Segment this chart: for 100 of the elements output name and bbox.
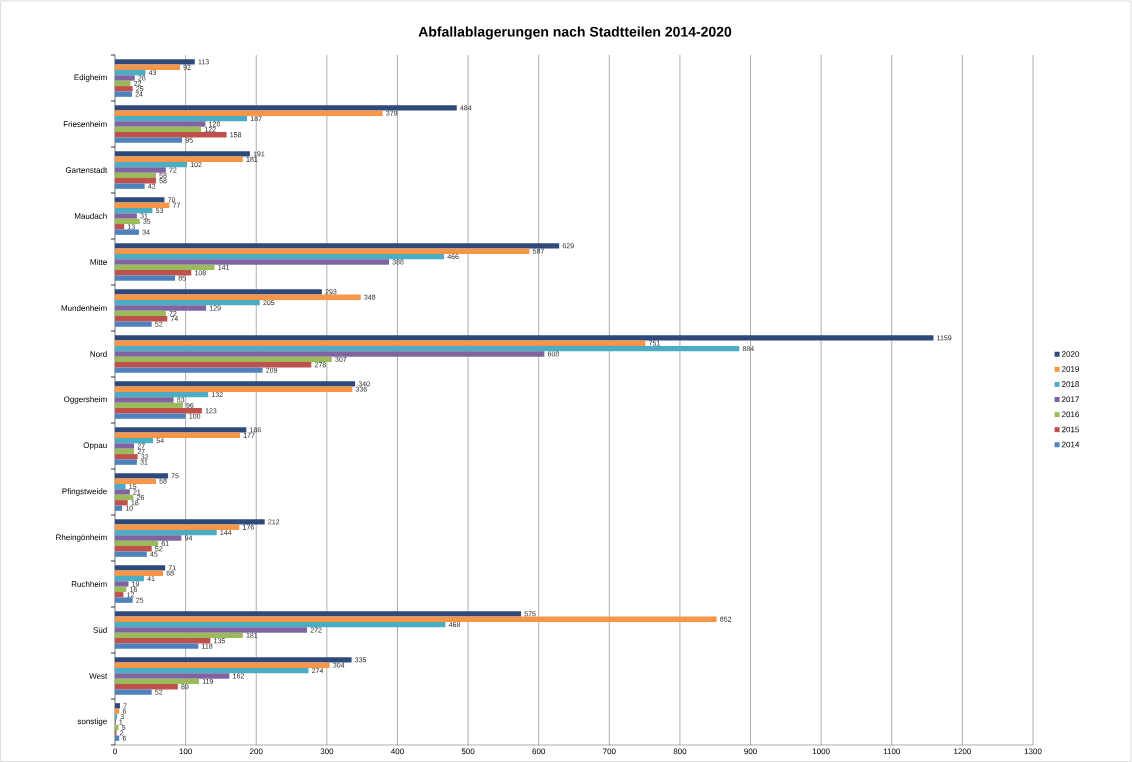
bar: [115, 270, 192, 276]
bar: [115, 454, 138, 460]
bar: [115, 703, 120, 709]
bar: [115, 110, 383, 116]
bar: [115, 684, 178, 690]
y-tick-label: Oggersheim: [64, 396, 107, 404]
bar: [115, 546, 152, 552]
x-tick-label: 300: [320, 748, 334, 755]
bar: [115, 473, 168, 479]
bar: [115, 86, 133, 92]
bar: [115, 448, 135, 455]
legend-label: 2018: [1061, 381, 1080, 388]
y-tick-label: Edigheim: [74, 74, 107, 82]
bar: [115, 161, 188, 168]
bar: [115, 91, 132, 97]
y-tick-label: Mitte: [90, 259, 107, 265]
x-tick-label: 1100: [883, 748, 901, 755]
bar: [115, 673, 230, 679]
bar: [115, 611, 522, 617]
bar: [115, 115, 248, 122]
legend-label: 2015: [1061, 426, 1080, 433]
bar: [115, 638, 211, 644]
bar: [115, 183, 145, 189]
bar: [115, 218, 140, 225]
x-tick-label: 1200: [954, 748, 971, 755]
bar: [115, 310, 166, 317]
bar: [115, 643, 199, 649]
bar: [115, 627, 308, 633]
bar: [115, 335, 934, 341]
bar: [115, 540, 159, 547]
bar: [115, 345, 740, 352]
y-tick-label: West: [89, 673, 108, 679]
legend-label: 2016: [1061, 411, 1080, 418]
bar: [115, 505, 123, 511]
bar: [115, 408, 202, 414]
bar: [115, 289, 322, 295]
bar: [115, 489, 130, 495]
bar: [115, 264, 215, 271]
bar: [115, 381, 356, 387]
bar: [115, 391, 209, 398]
legend-label: 2020: [1061, 351, 1080, 357]
bar: [115, 69, 146, 76]
bar: [115, 243, 560, 249]
x-tick-label: 800: [673, 748, 687, 755]
bar: [115, 724, 119, 731]
y-tick-label: Ruchheim: [71, 581, 107, 587]
bar: [115, 524, 240, 530]
y-tick-label: Rheingönheim: [56, 534, 107, 542]
bar: [115, 581, 129, 587]
x-tick-label: 200: [249, 748, 263, 755]
bar: [115, 519, 265, 525]
legend-label: 2019: [1061, 366, 1079, 372]
y-tick-label: Oppau: [83, 442, 107, 450]
bar: [115, 413, 186, 419]
chart-title: Abfallablagerungen nach Stadtteilen 2014-2020: [418, 26, 732, 40]
bar: [115, 386, 353, 392]
bar: [115, 340, 646, 346]
bar: [115, 367, 263, 373]
bar: [115, 432, 240, 438]
x-tick-label: 900: [744, 748, 757, 755]
x-tick-label: 600: [532, 748, 546, 755]
bar: [115, 253, 445, 260]
y-tick-label: Friesenheim: [63, 121, 107, 127]
bar: [115, 657, 352, 663]
bar: [115, 397, 174, 403]
x-tick-label: 100: [179, 748, 192, 755]
bar: [115, 437, 154, 444]
y-tick-label: Nord: [90, 351, 107, 357]
bar: [115, 621, 446, 628]
bar: [115, 197, 165, 203]
x-tick-label: 1000: [812, 748, 830, 755]
bar: [115, 202, 170, 208]
bar: [115, 294, 361, 300]
bar: [115, 121, 206, 127]
y-tick-label: Pfingstweide: [62, 488, 107, 496]
x-tick-label: 500: [461, 748, 475, 755]
bar: [115, 478, 156, 484]
bar: [115, 213, 137, 219]
bar: [115, 59, 195, 65]
bar: [115, 427, 247, 433]
y-tick-label: Gartenstadt: [65, 167, 108, 173]
legend-label: 2017: [1061, 396, 1079, 403]
bar: [115, 351, 545, 357]
bar: [115, 132, 227, 138]
bar: [115, 64, 180, 70]
bar: [115, 356, 332, 363]
bar: [115, 494, 134, 501]
bar: [115, 713, 118, 720]
x-tick-label: 1300: [1024, 748, 1042, 755]
bar: [115, 529, 217, 536]
y-tick-label: sonstige: [77, 718, 107, 726]
bar: [115, 137, 183, 143]
bar: [115, 597, 133, 603]
bar: [115, 275, 176, 281]
bar: [115, 75, 135, 81]
bar: [115, 229, 140, 235]
x-tick-label: 400: [390, 748, 404, 755]
bar: [115, 402, 183, 409]
bar: [115, 248, 530, 254]
bar: [115, 207, 153, 214]
